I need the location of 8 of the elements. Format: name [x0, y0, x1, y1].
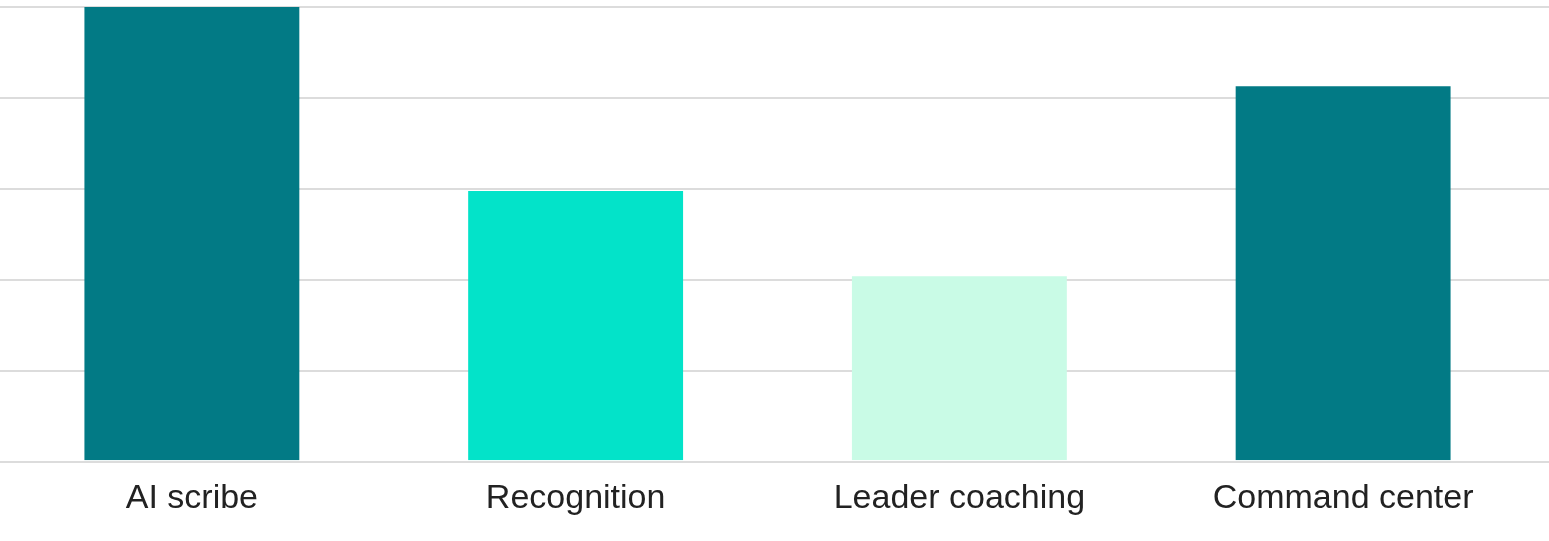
x-tick-label: Recognition: [485, 476, 666, 515]
x-tick-label: Leader coaching: [833, 476, 1086, 515]
x-tick-label: AI scribe: [125, 476, 259, 515]
bar: [851, 276, 1067, 461]
x-tick-label: Command center: [1212, 476, 1474, 515]
bar: [1235, 86, 1451, 461]
bar: [468, 191, 684, 461]
bar: [84, 7, 300, 461]
